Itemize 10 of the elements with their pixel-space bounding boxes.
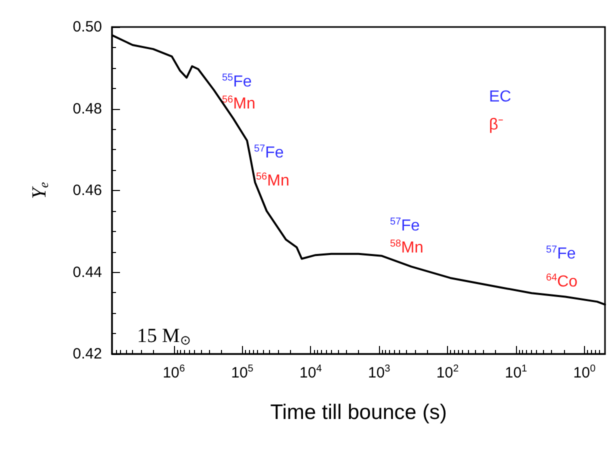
y-axis-title: Ye [28, 182, 51, 199]
y-tick-label: 0.48 [72, 100, 102, 118]
annotation: 15 M⊙ [137, 325, 191, 348]
y-tick-label: 0.42 [72, 346, 102, 362]
annotation: EC [489, 88, 512, 106]
y-tick-label: 0.44 [72, 264, 102, 281]
y-tick-label: 0.50 [72, 18, 102, 36]
annotation: β⁻ [489, 116, 504, 134]
y-tick-label: 0.46 [72, 182, 102, 199]
x-axis-title: Time till bounce (s) [270, 401, 447, 424]
